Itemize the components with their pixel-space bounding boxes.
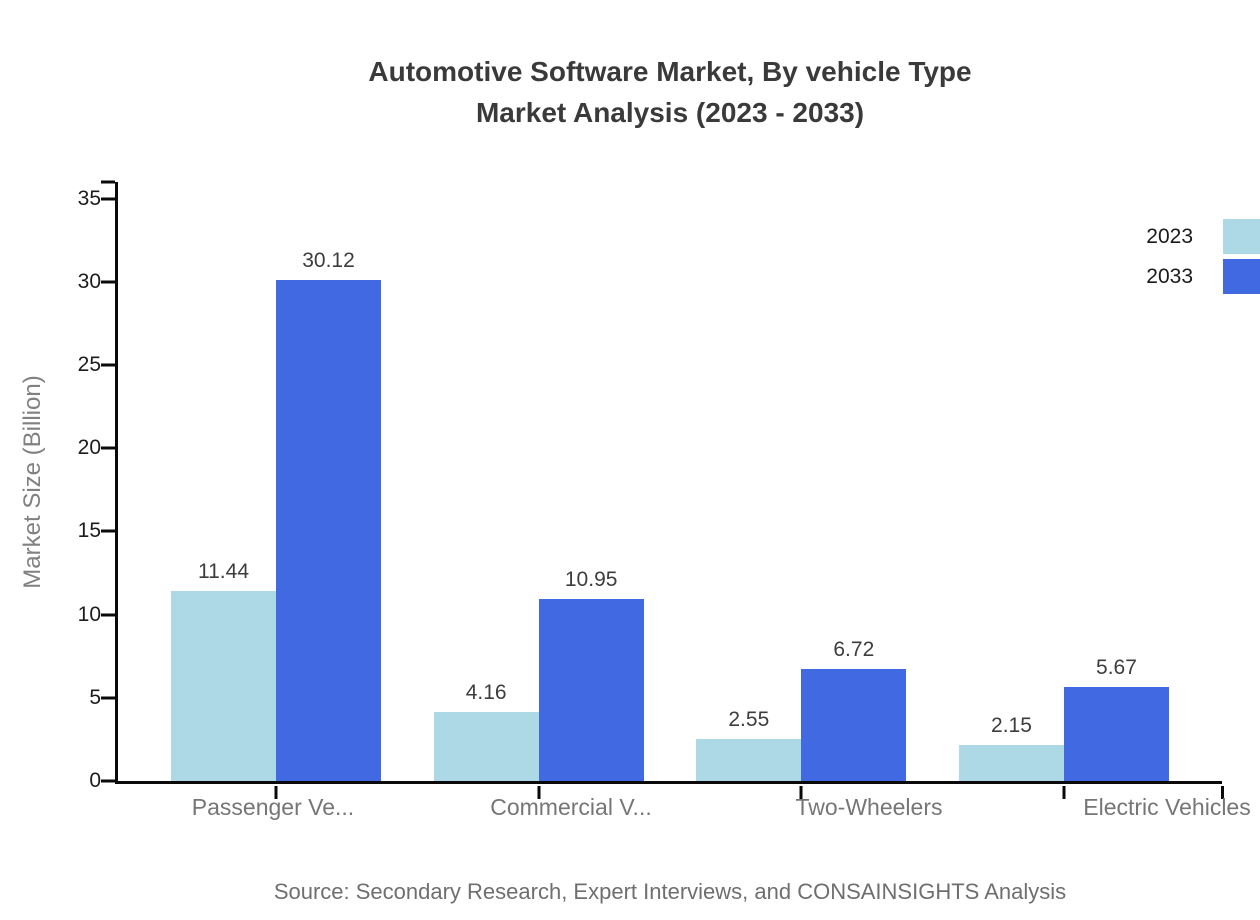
bar-2033: 5.67 (1064, 687, 1169, 781)
bar-value-label: 30.12 (302, 249, 355, 273)
bar-group: 2.556.72 (696, 182, 906, 781)
chart-page: Automotive Software Market, By vehicle T… (0, 0, 1260, 920)
bar-group: 11.4430.12 (171, 182, 381, 781)
y-tick (101, 197, 115, 200)
bar-group: 2.155.67 (959, 182, 1169, 781)
y-tick (101, 530, 115, 533)
x-axis-label: Passenger Ve... (168, 794, 378, 821)
bar-2023: 11.44 (171, 591, 276, 781)
y-axis-title: Market Size (Billion) (19, 375, 47, 588)
x-axis-label-text: Two-Wheelers (796, 794, 943, 821)
y-tick (101, 447, 115, 450)
y-tick-label: 20 (78, 436, 101, 460)
y-tick-label: 15 (78, 519, 101, 543)
bar-group: 4.1610.95 (434, 182, 644, 781)
x-axis-label: Two-Wheelers (764, 794, 974, 821)
source-note: Source: Secondary Research, Expert Inter… (80, 879, 1260, 905)
x-axis-label-text: Passenger Ve... (192, 794, 354, 821)
y-tick-label: 35 (78, 187, 101, 211)
chart-title: Automotive Software Market, By vehicle T… (80, 51, 1260, 133)
y-tick (101, 696, 115, 699)
legend-swatch (1223, 219, 1260, 254)
bar-groups: 11.4430.124.1610.952.556.722.155.67 (118, 182, 1222, 781)
y-axis-end-cap (101, 181, 115, 184)
x-axis-label: Electric Vehicles (1062, 794, 1260, 821)
chart-title-line1: Automotive Software Market, By vehicle T… (80, 51, 1260, 92)
chart-title-line2: Market Analysis (2023 - 2033) (80, 92, 1260, 133)
bar-2023: 4.16 (434, 712, 539, 781)
bar-2033: 10.95 (539, 599, 644, 781)
bar-2033: 30.12 (276, 280, 381, 781)
bar-value-label: 11.44 (198, 560, 249, 584)
y-tick-label: 30 (78, 270, 101, 294)
x-axis-label-text: Commercial V... (490, 794, 651, 821)
bar-value-label: 5.67 (1096, 656, 1137, 680)
y-tick-label: 25 (78, 353, 101, 377)
y-tick (101, 364, 115, 367)
x-axis-label: Commercial V... (466, 794, 676, 821)
bar-value-label: 6.72 (833, 638, 874, 662)
legend-swatch (1223, 259, 1260, 294)
y-tick-label: 10 (78, 603, 101, 627)
bar-value-label: 2.15 (991, 714, 1032, 738)
y-tick (101, 613, 115, 616)
bar-2033: 6.72 (801, 669, 906, 781)
bar-value-label: 4.16 (466, 681, 507, 705)
bar-value-label: 2.55 (728, 708, 769, 732)
y-tick (101, 280, 115, 283)
x-axis-label-text: Electric Vehicles (1083, 794, 1250, 821)
y-tick (101, 780, 115, 783)
x-axis-labels: Passenger Ve... Commercial V... Two-Wheele… (115, 794, 1260, 821)
bar-2023: 2.15 (959, 745, 1064, 781)
y-tick-label: 5 (89, 686, 101, 710)
y-tick-label: 0 (89, 769, 101, 793)
bar-2023: 2.55 (696, 739, 801, 781)
plot-area: 05101520253035 11.4430.124.1610.952.556.… (115, 182, 1222, 784)
bar-value-label: 10.95 (565, 568, 618, 592)
